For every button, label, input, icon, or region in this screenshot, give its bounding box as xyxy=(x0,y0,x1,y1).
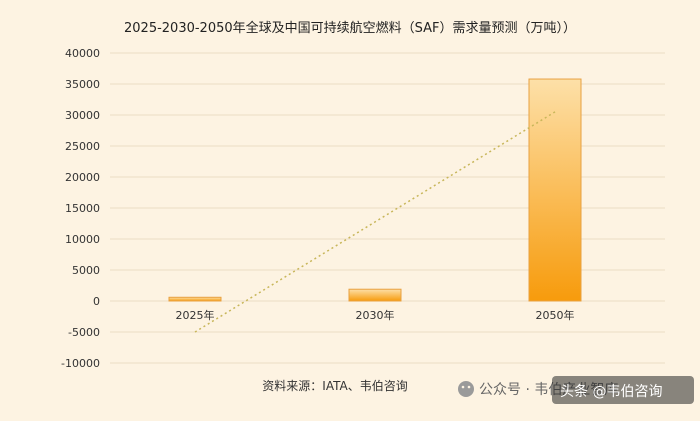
bar-1 xyxy=(348,288,402,302)
y-tick-label: 20000 xyxy=(65,171,100,184)
y-tick-label: 35000 xyxy=(65,78,100,91)
watermark-badge xyxy=(552,376,694,404)
category-label: 2030年 xyxy=(356,308,395,322)
y-tick-label: 30000 xyxy=(65,109,100,122)
x-axis-categories: 2025年 2030年 2050年 xyxy=(176,308,575,322)
y-tick-label: 25000 xyxy=(65,140,100,153)
chart-title: 2025-2030-2050年全球及中国可持续航空燃料（SAF）需求量预测（万吨… xyxy=(124,20,576,36)
y-axis-ticks: 40000 35000 30000 25000 20000 15000 10000 5000 0… xyxy=(61,47,100,370)
y-tick-label: -5000 xyxy=(68,326,100,339)
y-tick-label: 40000 xyxy=(65,47,100,60)
source-note: 资料来源：IATA、韦伯咨询 xyxy=(262,378,407,393)
bars xyxy=(168,78,582,302)
y-tick-label: -10000 xyxy=(61,357,100,370)
category-label: 2025年 xyxy=(176,308,215,322)
wechat-icon xyxy=(458,381,474,397)
watermark: 公众号 · 韦伯产业智库 头条 @韦伯咨询 xyxy=(458,376,694,404)
category-label: 2050年 xyxy=(536,308,575,322)
bar-2 xyxy=(528,78,582,302)
y-tick-label: 0 xyxy=(93,295,100,308)
y-tick-label: 10000 xyxy=(65,233,100,246)
y-tick-label: 5000 xyxy=(72,264,100,277)
watermark-right: 头条 @韦伯咨询 xyxy=(560,383,662,400)
y-tick-label: 15000 xyxy=(65,202,100,215)
trend-line xyxy=(194,111,556,333)
bar-0 xyxy=(168,296,222,302)
